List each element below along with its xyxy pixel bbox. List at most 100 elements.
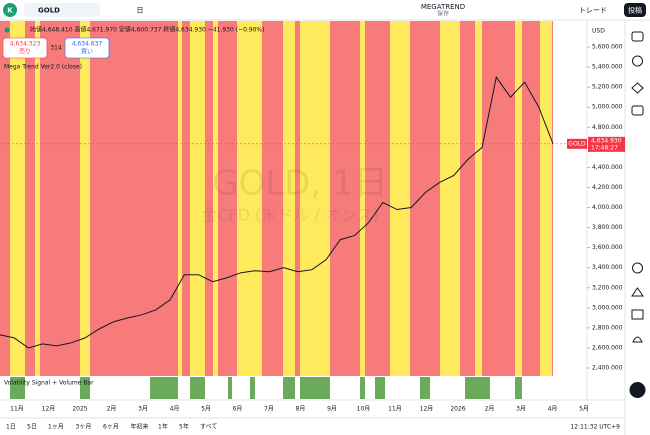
alert-icon[interactable]	[632, 55, 643, 67]
watchlist-icon[interactable]	[631, 31, 644, 42]
symbol-search[interactable]	[24, 3, 100, 17]
indicator-legend: Mega Trend Ver2.0 (close)	[4, 64, 82, 71]
x-tick-label: 4月	[170, 406, 180, 413]
x-tick-label: 7月	[264, 406, 274, 413]
watermark-title: GOLD, 1日	[212, 164, 387, 204]
volume-bar	[300, 377, 330, 399]
sub-pane-label: Volatility Signal + Volume Bar	[4, 380, 94, 387]
calendar-icon[interactable]	[631, 309, 644, 320]
range-button[interactable]: 5年	[179, 423, 189, 431]
x-tick-label: 9月	[327, 406, 337, 413]
trade-button[interactable]: トレード	[579, 7, 607, 15]
x-tick-label: 4月	[548, 406, 558, 413]
avatar[interactable]	[3, 3, 17, 17]
range-button[interactable]: すべて	[200, 424, 217, 431]
buy-price: 4,634.637	[72, 41, 103, 48]
volume-bar	[375, 377, 385, 399]
y-tick-label: 2,600.000	[592, 344, 623, 351]
range-button[interactable]: 1年	[158, 423, 168, 431]
range-button[interactable]: 年初来	[131, 423, 149, 431]
range-button[interactable]: 3ヶ月	[76, 424, 92, 431]
bullish-band	[475, 21, 482, 400]
x-tick-label: 12月	[420, 406, 434, 413]
signal-bands	[0, 21, 553, 400]
last-price-symbol: GOLD	[568, 140, 586, 147]
x-tick-label: 8月	[296, 406, 306, 413]
sell-price: 4,634.323	[10, 41, 41, 48]
price-line	[0, 75, 554, 349]
market-status	[4, 27, 10, 33]
y-tick-label: 3,800.000	[592, 224, 623, 231]
bullish-band	[35, 21, 40, 400]
sell-button[interactable]	[2, 37, 48, 59]
y-tick-label: 3,200.000	[592, 284, 623, 291]
x-tick-label: 2月	[107, 406, 117, 413]
watermark-subtitle: 金CFD (米ドル / オンス)	[201, 206, 379, 225]
volume-bar	[515, 377, 522, 399]
avatar-letter: K	[7, 7, 13, 15]
volume-bar	[360, 377, 365, 399]
y-tick-label: 2,400.000	[592, 364, 623, 371]
y-tick-label: 4,000.000	[592, 204, 623, 211]
y-tick-label: 3,600.000	[592, 244, 623, 251]
bullish-band	[80, 21, 90, 400]
bullish-band	[10, 21, 25, 400]
bullish-band	[213, 21, 218, 400]
interval[interactable]: 日	[137, 7, 144, 15]
bullish-band	[300, 21, 330, 400]
volume-bar	[465, 377, 490, 399]
volume-bar	[420, 377, 430, 399]
bullish-band	[515, 21, 522, 400]
layout-name[interactable]: MEGATREND	[421, 3, 465, 11]
bullish-band	[440, 21, 460, 400]
time-labels: 11月 12月 2025 2月 3月 4月 5月 6月 7月 8月 9月 10月 11月 12月 2026 2…	[10, 406, 589, 413]
volume-bar	[150, 377, 178, 399]
bullish-band	[540, 21, 552, 400]
volume-bar	[80, 377, 90, 399]
last-price: 4,634.930	[591, 137, 622, 144]
speed-icon[interactable]	[632, 262, 643, 274]
y-tick-label: 5,200.000	[592, 84, 623, 91]
last-price-tag	[567, 138, 587, 149]
layers-icon[interactable]	[631, 82, 644, 94]
x-tick-label: 12月	[42, 406, 56, 413]
sub-pane: Volatility Signal + Volume Bar	[0, 376, 587, 400]
y-tick-label: 4,400.000	[592, 164, 623, 171]
range-button[interactable]: 6ヶ月	[103, 424, 119, 431]
y-tick-label: 4,200.000	[592, 184, 623, 191]
y-tick-label: 5,400.000	[592, 64, 623, 71]
publish-label: 投稿	[628, 6, 642, 15]
tool-icon[interactable]	[631, 287, 644, 297]
notify-icon[interactable]	[632, 336, 643, 343]
bullish-band	[237, 21, 262, 400]
y-tick-label: 2,800.000	[592, 324, 623, 331]
buy-label: 買い	[81, 49, 93, 56]
sell-label: 売り	[19, 48, 31, 56]
publish-button[interactable]	[624, 3, 646, 17]
clock: 12:11:32 UTC+9	[570, 424, 620, 431]
chat-icon[interactable]	[631, 105, 644, 116]
price-axis	[587, 21, 625, 400]
spread: 314	[50, 45, 62, 52]
volume-bar	[228, 377, 232, 399]
range-button[interactable]: 5日	[27, 424, 37, 431]
volume-bar	[190, 377, 205, 399]
y-tick-label: 5,000.000	[592, 104, 623, 111]
x-tick-label: 3月	[138, 406, 148, 413]
apps-button[interactable]	[629, 382, 646, 398]
volume-bar	[10, 377, 25, 399]
countdown: 17:48:27	[591, 144, 618, 151]
price-plot	[0, 75, 587, 349]
y-tick-label: 3,000.000	[592, 304, 623, 311]
last-price-box	[588, 136, 625, 152]
range-button[interactable]: 1ヶ月	[48, 424, 64, 431]
currency: USD	[592, 28, 605, 35]
volume-bar	[250, 377, 255, 399]
x-tick-label: 5月	[579, 406, 589, 413]
buy-button[interactable]	[64, 37, 110, 59]
range-button[interactable]: 1日	[6, 424, 16, 431]
bearish-band	[0, 21, 553, 400]
toolbar	[0, 0, 650, 20]
